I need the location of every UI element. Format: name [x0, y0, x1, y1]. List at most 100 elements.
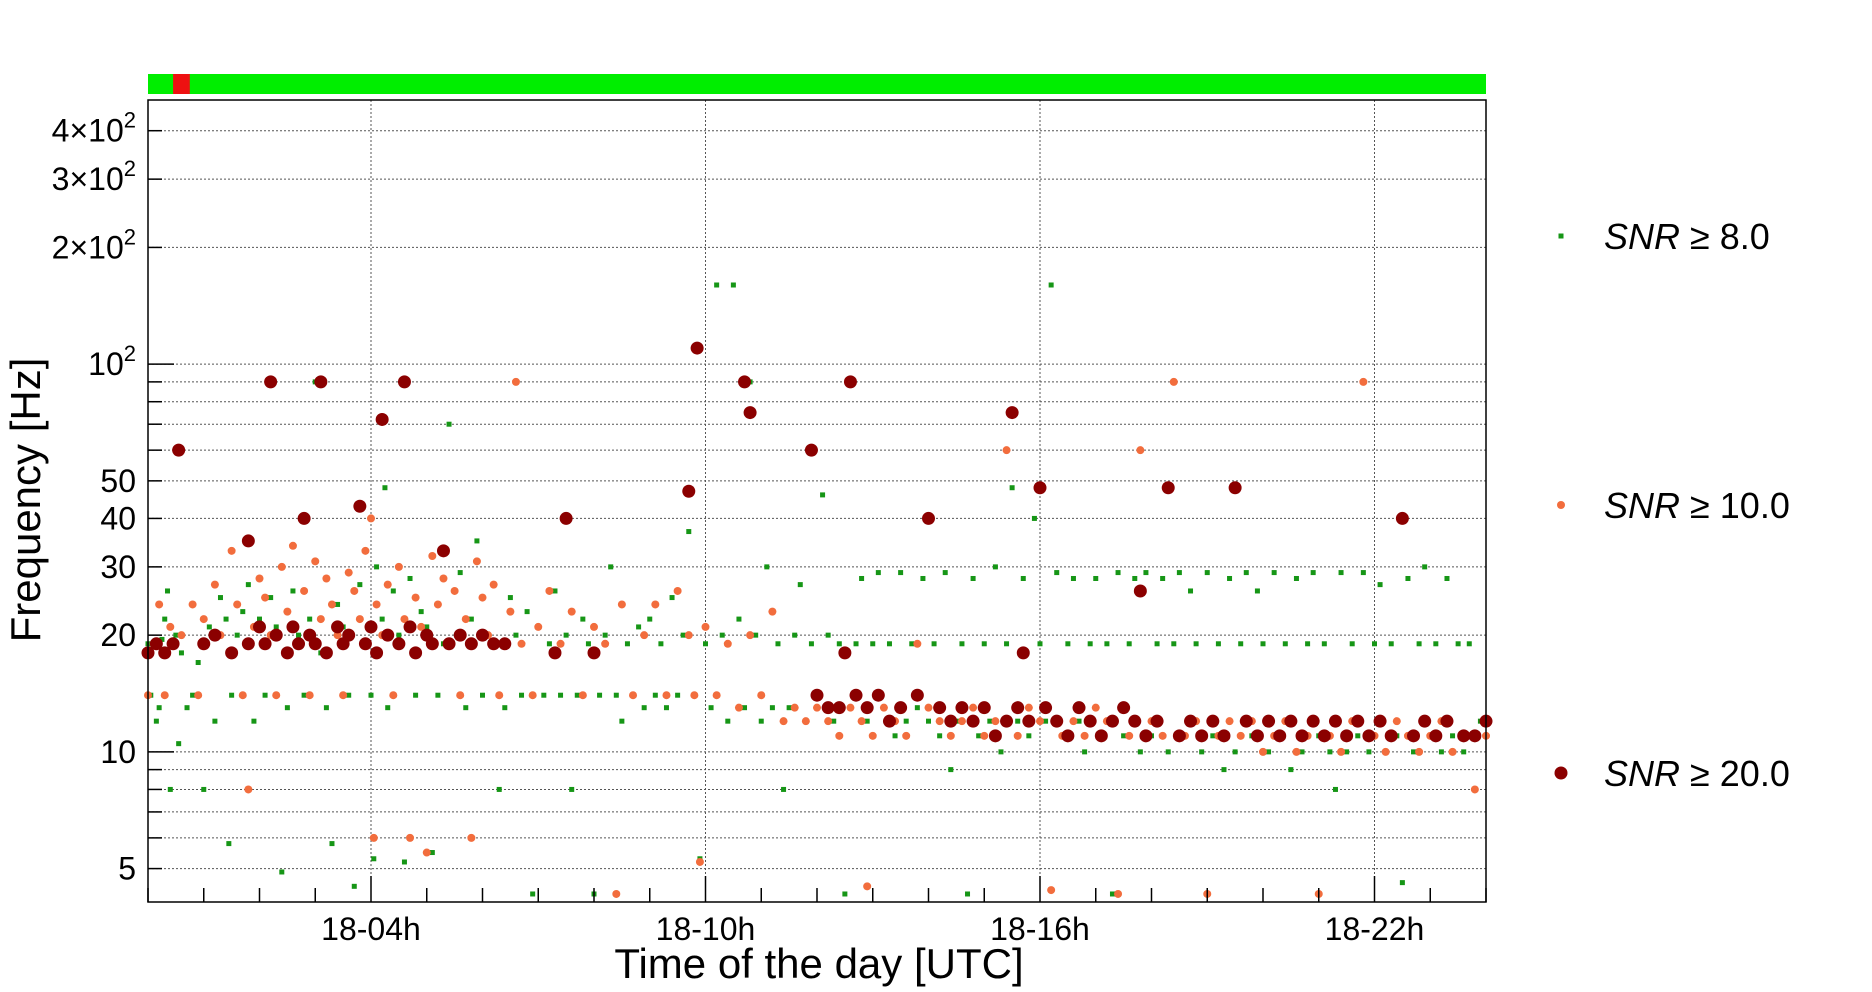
data-point	[1082, 749, 1088, 755]
data-point	[1317, 729, 1331, 743]
series-2	[141, 341, 1493, 743]
data-point	[753, 632, 759, 638]
data-point	[403, 620, 417, 634]
data-point	[226, 841, 232, 847]
data-point	[1048, 282, 1054, 288]
data-point	[227, 546, 236, 555]
data-point	[367, 514, 375, 523]
data-point	[703, 641, 708, 647]
data-point	[647, 616, 653, 622]
data-point	[244, 785, 253, 794]
data-point	[1080, 731, 1089, 740]
data-point	[264, 375, 278, 389]
data-point	[439, 574, 448, 583]
status-bar-bad-segments	[173, 74, 190, 94]
data-point	[849, 688, 863, 702]
data-point	[1136, 446, 1145, 455]
data-point	[548, 646, 562, 660]
data-point	[234, 632, 240, 638]
data-point	[238, 691, 247, 700]
data-point	[390, 588, 396, 594]
data-point	[612, 889, 621, 898]
data-point	[1340, 729, 1354, 743]
data-points	[141, 282, 1493, 898]
data-point	[842, 891, 848, 897]
data-point	[558, 692, 564, 698]
data-point	[210, 580, 219, 589]
data-point	[832, 701, 846, 715]
data-point	[686, 529, 692, 535]
data-point	[846, 703, 855, 712]
data-point	[156, 705, 162, 711]
data-point	[942, 570, 948, 576]
data-point	[903, 718, 909, 724]
data-point	[155, 600, 164, 609]
data-point	[597, 692, 603, 698]
data-point	[922, 511, 935, 525]
data-point	[1438, 749, 1444, 755]
data-point	[1395, 511, 1409, 525]
data-point	[1039, 701, 1053, 715]
data-point	[153, 718, 159, 724]
data-point	[1243, 570, 1249, 576]
data-point	[507, 595, 513, 601]
data-point	[1069, 717, 1078, 726]
data-point	[992, 564, 998, 570]
data-point	[374, 564, 380, 570]
data-point	[1332, 786, 1338, 792]
data-point	[212, 718, 218, 724]
data-point	[1121, 733, 1127, 739]
data-point	[959, 641, 965, 647]
data-point	[1310, 570, 1316, 576]
data-point	[519, 692, 525, 698]
data-point	[1440, 714, 1454, 728]
data-point	[838, 646, 852, 660]
data-point	[346, 692, 352, 698]
data-point	[1165, 749, 1171, 755]
data-point	[617, 600, 626, 609]
data-point	[177, 631, 186, 640]
data-point	[1015, 718, 1021, 724]
data-point	[1260, 641, 1266, 647]
data-point	[517, 639, 526, 648]
data-point	[225, 646, 239, 660]
data-point	[417, 622, 426, 631]
data-point	[361, 546, 370, 555]
data-point	[474, 538, 480, 544]
data-point	[199, 615, 208, 624]
data-point	[1117, 701, 1131, 715]
data-point	[1195, 729, 1209, 743]
data-point	[965, 891, 971, 897]
data-point	[1137, 749, 1143, 755]
data-point	[804, 443, 818, 457]
data-point	[1031, 515, 1037, 521]
data-point	[1105, 714, 1119, 728]
data-point	[383, 580, 392, 589]
data-point	[658, 641, 664, 647]
data-point	[1133, 584, 1147, 598]
data-point	[389, 691, 398, 700]
data-point	[1128, 714, 1142, 728]
legend-marker	[1557, 501, 1565, 509]
data-point	[955, 701, 969, 715]
data-point	[920, 575, 926, 581]
data-point	[743, 406, 757, 420]
data-point	[1104, 641, 1110, 647]
data-point	[397, 375, 411, 389]
data-point	[511, 377, 520, 386]
data-point	[1043, 718, 1049, 724]
data-point	[1262, 714, 1276, 728]
data-point	[401, 859, 407, 865]
data-point	[1321, 641, 1327, 647]
data-point	[1411, 749, 1417, 755]
data-point	[296, 632, 302, 638]
data-point	[987, 718, 993, 724]
series-0	[145, 282, 1489, 897]
y-tick-label: 5	[118, 851, 136, 887]
data-point	[980, 731, 989, 740]
data-point	[190, 692, 196, 698]
data-point	[933, 701, 947, 715]
data-point	[357, 582, 363, 588]
data-point	[937, 733, 943, 739]
data-point	[229, 692, 235, 698]
